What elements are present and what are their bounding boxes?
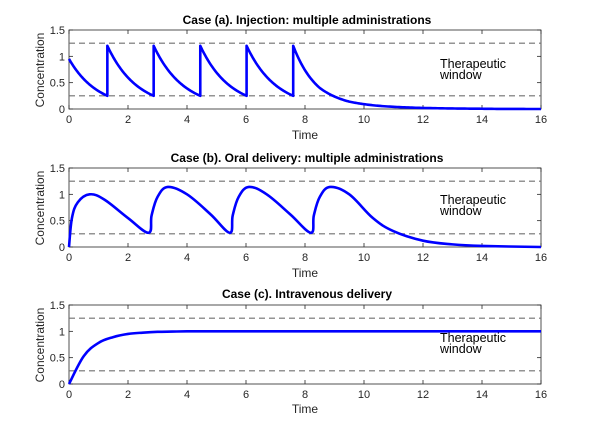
y-tick-label: 0 (59, 379, 65, 391)
panel-b: Case (b). Oral delivery: multiple admini… (33, 151, 547, 280)
x-tick-label: 6 (243, 114, 249, 126)
y-tick-label: 1.5 (50, 163, 65, 175)
x-tick-label: 10 (358, 389, 370, 401)
x-tick-label: 16 (535, 252, 547, 264)
x-tick-label: 4 (184, 114, 190, 126)
y-tick-label: 1 (59, 326, 65, 338)
therapeutic-window (69, 317, 541, 372)
x-tick-label: 2 (125, 114, 131, 126)
chart-title: Case (c). Intravenous delivery (222, 287, 392, 301)
y-tick-label: 1 (59, 189, 65, 201)
y-axis-label: Concentration (33, 33, 47, 108)
x-tick-label: 10 (358, 114, 370, 126)
y-tick-label: 0 (59, 104, 65, 116)
concentration-curve (67, 185, 542, 249)
x-tick-label: 4 (184, 252, 190, 264)
annotation-line-1: Therapeutic (440, 193, 506, 207)
concentration-curve (67, 44, 542, 111)
x-axis-label: Time (292, 266, 319, 280)
y-tick-label: 0.5 (50, 78, 65, 90)
x-tick-label: 6 (243, 252, 249, 264)
y-tick-label: 1.5 (50, 25, 65, 37)
x-tick-label: 14 (476, 252, 488, 264)
x-tick-label: 8 (302, 114, 308, 126)
y-axis-label: Concentration (33, 308, 47, 383)
x-tick-label: 14 (476, 114, 488, 126)
y-tick-label: 0.5 (50, 216, 65, 228)
x-axis-label: Time (292, 128, 319, 142)
x-tick-label: 12 (417, 114, 429, 126)
x-axis-label: Time (292, 402, 319, 416)
y-axis: 0 0.5 1 1.5 (50, 25, 541, 116)
therapeutic-window (69, 42, 541, 97)
chart-title: Case (b). Oral delivery: multiple admini… (171, 151, 444, 165)
y-tick-label: 1 (59, 51, 65, 63)
therapeutic-window (69, 180, 541, 235)
annotation-line-1: Therapeutic (440, 331, 506, 345)
x-tick-label: 8 (302, 389, 308, 401)
x-tick-label: 0 (66, 389, 72, 401)
x-axis: 0 2 4 6 8 10 12 14 16 (66, 30, 547, 126)
x-tick-label: 10 (358, 252, 370, 264)
x-axis: 0 2 4 6 8 10 12 14 16 (66, 168, 547, 264)
x-tick-label: 16 (535, 114, 547, 126)
y-axis-label: Concentration (33, 171, 47, 246)
x-tick-label: 2 (125, 252, 131, 264)
y-axis: 0 0.5 1 1.5 (50, 163, 541, 254)
x-tick-label: 6 (243, 389, 249, 401)
y-tick-label: 0 (59, 242, 65, 254)
x-tick-label: 14 (476, 389, 488, 401)
x-tick-label: 4 (184, 389, 190, 401)
y-tick-label: 1.5 (50, 300, 65, 312)
x-tick-label: 16 (535, 389, 547, 401)
annotation-line-2: window (439, 204, 483, 218)
x-tick-label: 12 (417, 252, 429, 264)
concentration-curve (67, 330, 541, 385)
x-tick-label: 12 (417, 389, 429, 401)
y-tick-label: 0.5 (50, 353, 65, 365)
panel-c: Case (c). Intravenous delivery 00.511.5 … (33, 287, 547, 416)
annotation-line-1: Therapeutic (440, 57, 506, 71)
x-tick-label: 0 (66, 114, 72, 126)
y-axis: 0 0.5 1 1.5 (50, 300, 541, 391)
panel-a: Case (a). Injection: multiple administra… (33, 13, 547, 142)
x-tick-label: 0 (66, 252, 72, 264)
annotation-line-2: window (439, 68, 483, 82)
chart-title: Case (a). Injection: multiple administra… (183, 13, 432, 27)
x-tick-label: 2 (125, 389, 131, 401)
annotation-line-2: window (439, 342, 483, 356)
x-tick-label: 8 (302, 252, 308, 264)
x-axis: 0 2 4 6 8 10 12 14 16 (66, 305, 547, 401)
